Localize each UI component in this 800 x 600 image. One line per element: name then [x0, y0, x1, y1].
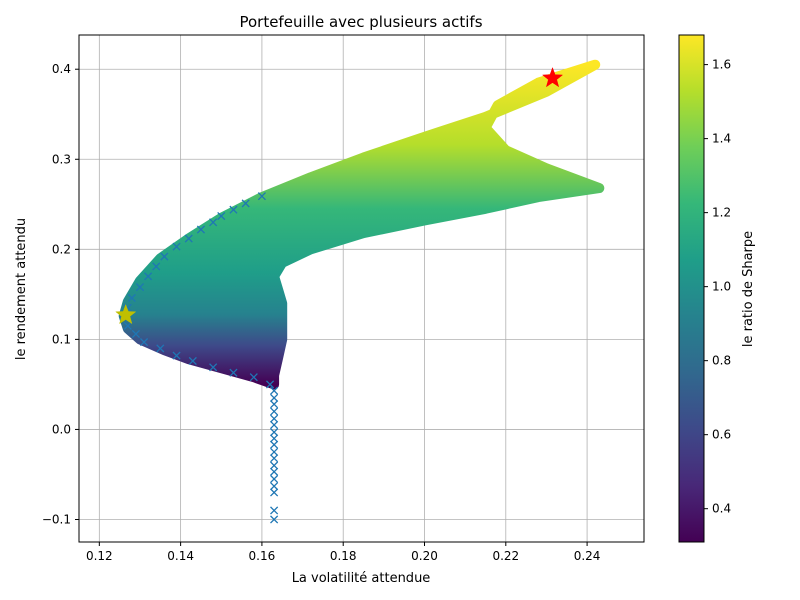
y-tick-label: 0.2 [52, 242, 71, 256]
portfolio-cloud [118, 59, 605, 390]
frontier-point [270, 454, 279, 463]
plot-frame [78, 34, 645, 543]
x-tick-label: 0.20 [411, 549, 438, 563]
frontier-point [270, 488, 279, 497]
frontier-point [270, 420, 279, 429]
frontier-point [123, 321, 132, 330]
frontier-point [188, 356, 197, 366]
frontier-point [172, 242, 181, 251]
x-tick-label: 0.12 [86, 549, 113, 563]
frontier-point [270, 482, 279, 491]
frontier-point [160, 252, 169, 261]
frontier-point [270, 440, 279, 449]
frontier-point [257, 192, 266, 201]
frontier-point [156, 344, 165, 353]
colorbar-tick-label: 1.4 [712, 132, 731, 146]
portfolio-cloud-area [118, 59, 605, 390]
colorbar-tick-label: 1.6 [712, 58, 731, 72]
colorbar [678, 34, 705, 543]
frontier-point [270, 467, 279, 476]
frontier-point [270, 474, 279, 484]
frontier-point [270, 400, 279, 409]
colorbar-tick-label: 0.6 [712, 428, 731, 442]
frontier-point [209, 363, 218, 372]
colorbar-tick-label: 1.0 [712, 280, 731, 294]
frontier-point [139, 338, 149, 347]
frontier-point [229, 368, 238, 377]
chart-title: Portefeuille avec plusieurs actifs [239, 13, 482, 31]
x-axis: 0.12 0.14 0.16 0.18 0.20 0.22 0.24 [86, 542, 600, 563]
frontier-point [270, 393, 279, 402]
frontier-point [196, 225, 206, 234]
frontier-point [270, 407, 279, 416]
max-sharpe-star [541, 66, 564, 88]
markers [115, 66, 564, 325]
frontier-point [127, 293, 136, 303]
x-tick-label: 0.22 [492, 549, 519, 563]
y-axis-label: le rendement attendu [14, 218, 29, 360]
colorbar-tick-label: 0.4 [712, 502, 731, 516]
y-tick-label: 0.1 [52, 332, 71, 346]
frontier-point [241, 199, 250, 208]
frontier-point [184, 234, 193, 243]
x-tick-label: 0.24 [574, 549, 601, 563]
frontier-point [265, 380, 275, 389]
y-tick-label: 0.0 [52, 422, 71, 436]
frontier-point [270, 414, 279, 423]
min-volatility-star [115, 303, 137, 325]
frontier-point [152, 262, 161, 271]
x-tick-label: 0.18 [330, 549, 357, 563]
frontier-point [209, 218, 218, 227]
frontier-point [172, 351, 181, 360]
frontier-point [229, 205, 238, 214]
y-tick-label: −0.1 [42, 512, 71, 526]
y-tick-label: 0.4 [52, 62, 71, 76]
frontier-point [270, 386, 279, 395]
frontier-point [131, 329, 140, 339]
colorbar-label: le ratio de Sharpe [741, 231, 756, 347]
y-tick-label: 0.3 [52, 152, 71, 166]
x-axis-label: La volatilité attendue [292, 571, 431, 586]
x-tick-label: 0.16 [249, 549, 276, 563]
colorbar-axis: 0.4 0.6 0.8 1.0 1.2 1.4 1.6 [704, 58, 731, 516]
y-axis: −0.1 0.0 0.1 0.2 0.3 0.4 [42, 62, 79, 526]
frontier-point [249, 373, 258, 382]
frontier-point [270, 506, 279, 515]
frontier-point [270, 434, 279, 443]
colorbar-tick-label: 0.8 [712, 354, 731, 368]
frontier-point [270, 447, 279, 457]
frontier-point [135, 283, 145, 292]
frontier-point [217, 211, 226, 221]
colorbar-tick-label: 1.2 [712, 206, 731, 220]
frontier-point [270, 428, 279, 437]
frontier-point [270, 515, 279, 524]
frontier-point [270, 461, 279, 470]
x-tick-label: 0.14 [167, 549, 194, 563]
frontier-point [144, 272, 153, 281]
